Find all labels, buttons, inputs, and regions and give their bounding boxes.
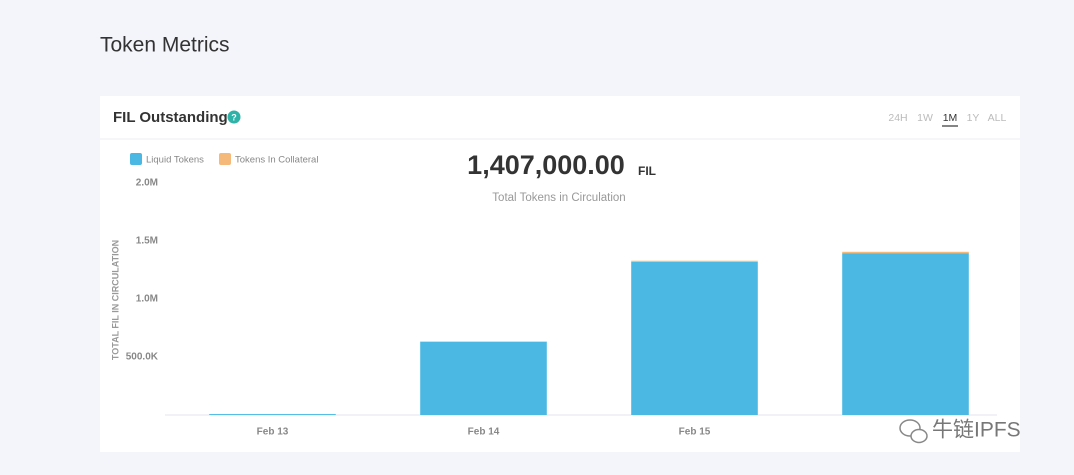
x-tick-label: Feb 14 — [468, 427, 500, 438]
range-button[interactable]: 1M — [943, 112, 958, 124]
bar-segment — [209, 414, 336, 415]
legend-swatch[interactable] — [130, 153, 142, 165]
x-tick-label: Feb 13 — [257, 427, 289, 438]
headline-value: 1,407,000.00 — [467, 150, 625, 180]
card-title: FIL Outstanding — [113, 109, 228, 126]
help-icon[interactable] — [227, 110, 241, 124]
help-icon-glyph[interactable]: ? — [231, 112, 237, 122]
watermark-text: 牛链IPFS — [932, 419, 1021, 442]
headline-caption: Total Tokens in Circulation — [492, 192, 625, 204]
watermark-icon — [910, 428, 928, 444]
legend-label[interactable]: Liquid Tokens — [146, 155, 204, 166]
bar-segment — [842, 251, 969, 254]
watermark-icon — [899, 419, 921, 437]
y-tick-label: 1.5M — [136, 236, 158, 247]
y-tick-label: 2.0M — [136, 178, 158, 189]
bar-segment — [420, 341, 547, 342]
legend-label[interactable]: Tokens In Collateral — [235, 155, 318, 166]
range-button[interactable]: 1Y — [967, 112, 980, 124]
watermark: 牛链IPFS — [899, 419, 1021, 444]
y-tick-label: 1.0M — [136, 294, 158, 305]
legend-swatch[interactable] — [219, 153, 231, 165]
bar-segment — [420, 341, 547, 415]
y-axis-label: TOTAL FIL IN CIRCULATION — [110, 240, 120, 360]
bar-segment — [842, 253, 969, 415]
range-button[interactable]: ALL — [988, 112, 1007, 124]
x-tick-label: Feb 15 — [679, 427, 711, 438]
bar-segment — [631, 261, 758, 415]
y-tick-label: 500.0K — [126, 352, 159, 363]
headline-unit: FIL — [638, 164, 656, 178]
range-button[interactable]: 1W — [917, 112, 933, 124]
range-button[interactable]: 24H — [888, 112, 907, 124]
page-title: Token Metrics — [100, 34, 230, 57]
bar-segment — [631, 260, 758, 262]
